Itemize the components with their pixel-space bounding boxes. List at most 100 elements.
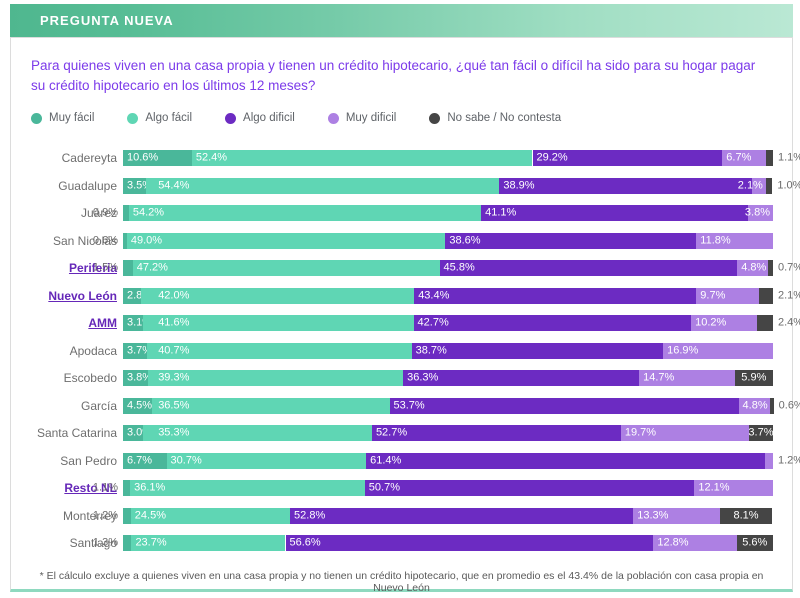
- bar-track: 3.5% 54.4% 38.9% 2.1% 1.0%: [123, 177, 800, 194]
- bar-value-label: 2.1%: [778, 289, 800, 302]
- bar-value-label: 42.7%: [417, 316, 449, 329]
- legend-dot-icon: [31, 112, 42, 124]
- bar-value-label: 49.0%: [130, 234, 163, 247]
- row-label: García: [80, 398, 117, 413]
- bar-value-label: 47.2%: [136, 261, 168, 274]
- chart-row: Santiago 1.3% 23.7% 56.6% 12.8% 5.6%: [31, 530, 773, 558]
- bar-segment-muy-facil: [123, 287, 142, 304]
- bar-value-label: 3.7%: [127, 344, 153, 357]
- bar-value-label: 1.5%: [92, 261, 118, 274]
- legend: Muy fácil Algo fácil Algo dificil Muy dific…: [31, 112, 772, 125]
- bar-segment-algo-facil: [130, 480, 365, 497]
- bar-segment-algo-facil: [128, 205, 482, 222]
- bar-segment-muy-dificil: [696, 232, 773, 249]
- chart-row: Monterrey 1.2% 24.5% 52.8% 13.3% 8.1%: [31, 502, 773, 530]
- bar-value-label: 1.1%: [92, 481, 118, 494]
- bar-segment-muy-dificil: [752, 177, 766, 194]
- chart-row: García 4.5% 36.5% 53.7% 4.8% 0.6%: [31, 392, 800, 420]
- row-label: Santa Catarina: [36, 426, 117, 441]
- bar-segment-algo-dificil: [499, 177, 753, 194]
- bar-value-label: 3.5%: [127, 179, 153, 192]
- row-label: AMM: [88, 316, 117, 331]
- bar-segment-algo-dificil: [411, 342, 664, 359]
- bar-value-label: 1.0%: [777, 179, 800, 192]
- bar-value-label: 41.1%: [485, 206, 517, 219]
- bar-value-label: 38.7%: [415, 344, 447, 357]
- row-label: Cadereyta: [61, 151, 117, 166]
- bar-track: 3.8% 39.3% 36.3% 14.7% 5.9%: [123, 370, 773, 387]
- bar-segment-muy-facil: [123, 150, 192, 167]
- row-label: Guadalupe: [58, 178, 117, 193]
- bar-segment-algo-dificil: [403, 370, 640, 387]
- bar-segment-muy-facil: [123, 480, 131, 497]
- legend-item-muy-facil: Muy fácil: [31, 112, 94, 124]
- bar-value-label: 36.3%: [407, 371, 439, 384]
- bar-value-label: 10.6%: [127, 151, 159, 164]
- row-label: Resto NL: [64, 481, 117, 496]
- bar-value-label: 3.8%: [744, 206, 770, 219]
- bar-value-label: 54.2%: [132, 206, 165, 219]
- bar-segment-algo-facil: [145, 177, 500, 194]
- bar-value-label: 1.2%: [778, 454, 800, 467]
- legend-item-algo-facil: Algo fácil: [127, 112, 192, 124]
- bar-value-label: 52.4%: [195, 151, 228, 164]
- row-label: Monterrey: [62, 508, 117, 523]
- bar-track: 3.1% 41.6% 42.7% 10.2% 2.4%: [123, 315, 800, 332]
- bar-value-label: 3.8%: [127, 371, 153, 384]
- bar-value-label: 6.7%: [726, 151, 752, 164]
- legend-item-muy-dificil: Muy dificil: [327, 112, 396, 124]
- bar-value-label: 1.3%: [92, 536, 118, 549]
- bar-track: 3.7% 40.7% 38.7% 16.9%: [123, 342, 773, 359]
- bar-value-label: 61.4%: [370, 454, 402, 467]
- question-text: Para quienes viven en una casa propia y …: [31, 58, 756, 94]
- chart-row: AMM 3.1% 41.6% 42.7% 10.2% 2.4%: [31, 310, 800, 338]
- chart-row: Resto NL 1.1% 36.1% 50.7% 12.1%: [31, 475, 773, 503]
- bar-segment-muy-facil: [123, 177, 146, 194]
- bar-value-label: 3.0%: [127, 426, 153, 439]
- bar-value-label: 36.5%: [158, 399, 190, 412]
- bar-value-label: 11.8%: [700, 234, 731, 247]
- bar-track: 0.9% 54.2% 41.1% 3.8%: [93, 205, 773, 222]
- bar-segment-algo-facil: [141, 287, 415, 304]
- bar-segment-muy-facil: [123, 452, 167, 469]
- bar-segment-algo-facil: [152, 397, 390, 414]
- bar-value-label: 4.5%: [127, 399, 153, 412]
- bar-segment-muy-facil: [123, 260, 133, 277]
- legend-dot-icon: [429, 112, 441, 124]
- bar-value-label: 4.8%: [742, 399, 768, 412]
- bar-track: 10.6% 52.4% 29.2% 6.7% 1.1%: [123, 150, 800, 167]
- bar-value-label: 1.1%: [778, 151, 800, 164]
- bar-segment-no-sabe: [719, 507, 773, 524]
- bar-value-label: 5.6%: [742, 536, 768, 549]
- legend-label: Algo fácil: [145, 112, 193, 124]
- banner-title: PREGUNTA NUEVA: [40, 13, 174, 28]
- bar-value-label: 2.4%: [778, 316, 800, 329]
- bar-value-label: 24.5%: [134, 509, 166, 522]
- legend-dot-icon: [225, 112, 237, 124]
- bar-value-label: 23.7%: [135, 536, 167, 549]
- bar-value-label: 12.1%: [698, 481, 730, 494]
- bar-value-label: 38.6%: [449, 234, 481, 247]
- bar-value-label: 5.9%: [741, 371, 767, 384]
- row-label: San Pedro: [60, 453, 117, 468]
- bar-value-label: 43.4%: [418, 289, 450, 302]
- bar-track: 1.2% 24.5% 52.8% 13.3% 8.1%: [93, 507, 773, 524]
- bar-value-label: 12.8%: [657, 536, 689, 549]
- bar-value-label: 9.7%: [700, 289, 726, 302]
- bar-value-label: 13.3%: [637, 509, 669, 522]
- bar-segment-muy-facil: [123, 205, 129, 222]
- bar-track: 6.7% 30.7% 61.4% 1.2%: [123, 452, 800, 469]
- bar-segment-muy-dificil: [694, 480, 773, 497]
- row-label: Nuevo León: [48, 288, 117, 303]
- bar-value-label: 39.3%: [158, 371, 190, 384]
- bar-value-label: 2.8%: [127, 289, 153, 302]
- bar-segment-no-sabe: [734, 370, 773, 387]
- bar-segment-muy-dificil: [653, 535, 737, 552]
- row-label: Juárez: [80, 206, 117, 221]
- bar-value-label: 40.7%: [158, 344, 190, 357]
- chart-row: Guadalupe 3.5% 54.4% 38.9% 2.1% 1.0%: [31, 172, 800, 200]
- bar-value-label: 54.4%: [158, 179, 190, 192]
- bar-segment-no-sabe: [748, 425, 773, 442]
- chart-rows: Cadereyta 10.6% 52.4% 29.2% 6.7% 1.1% Guadalup…: [31, 145, 800, 558]
